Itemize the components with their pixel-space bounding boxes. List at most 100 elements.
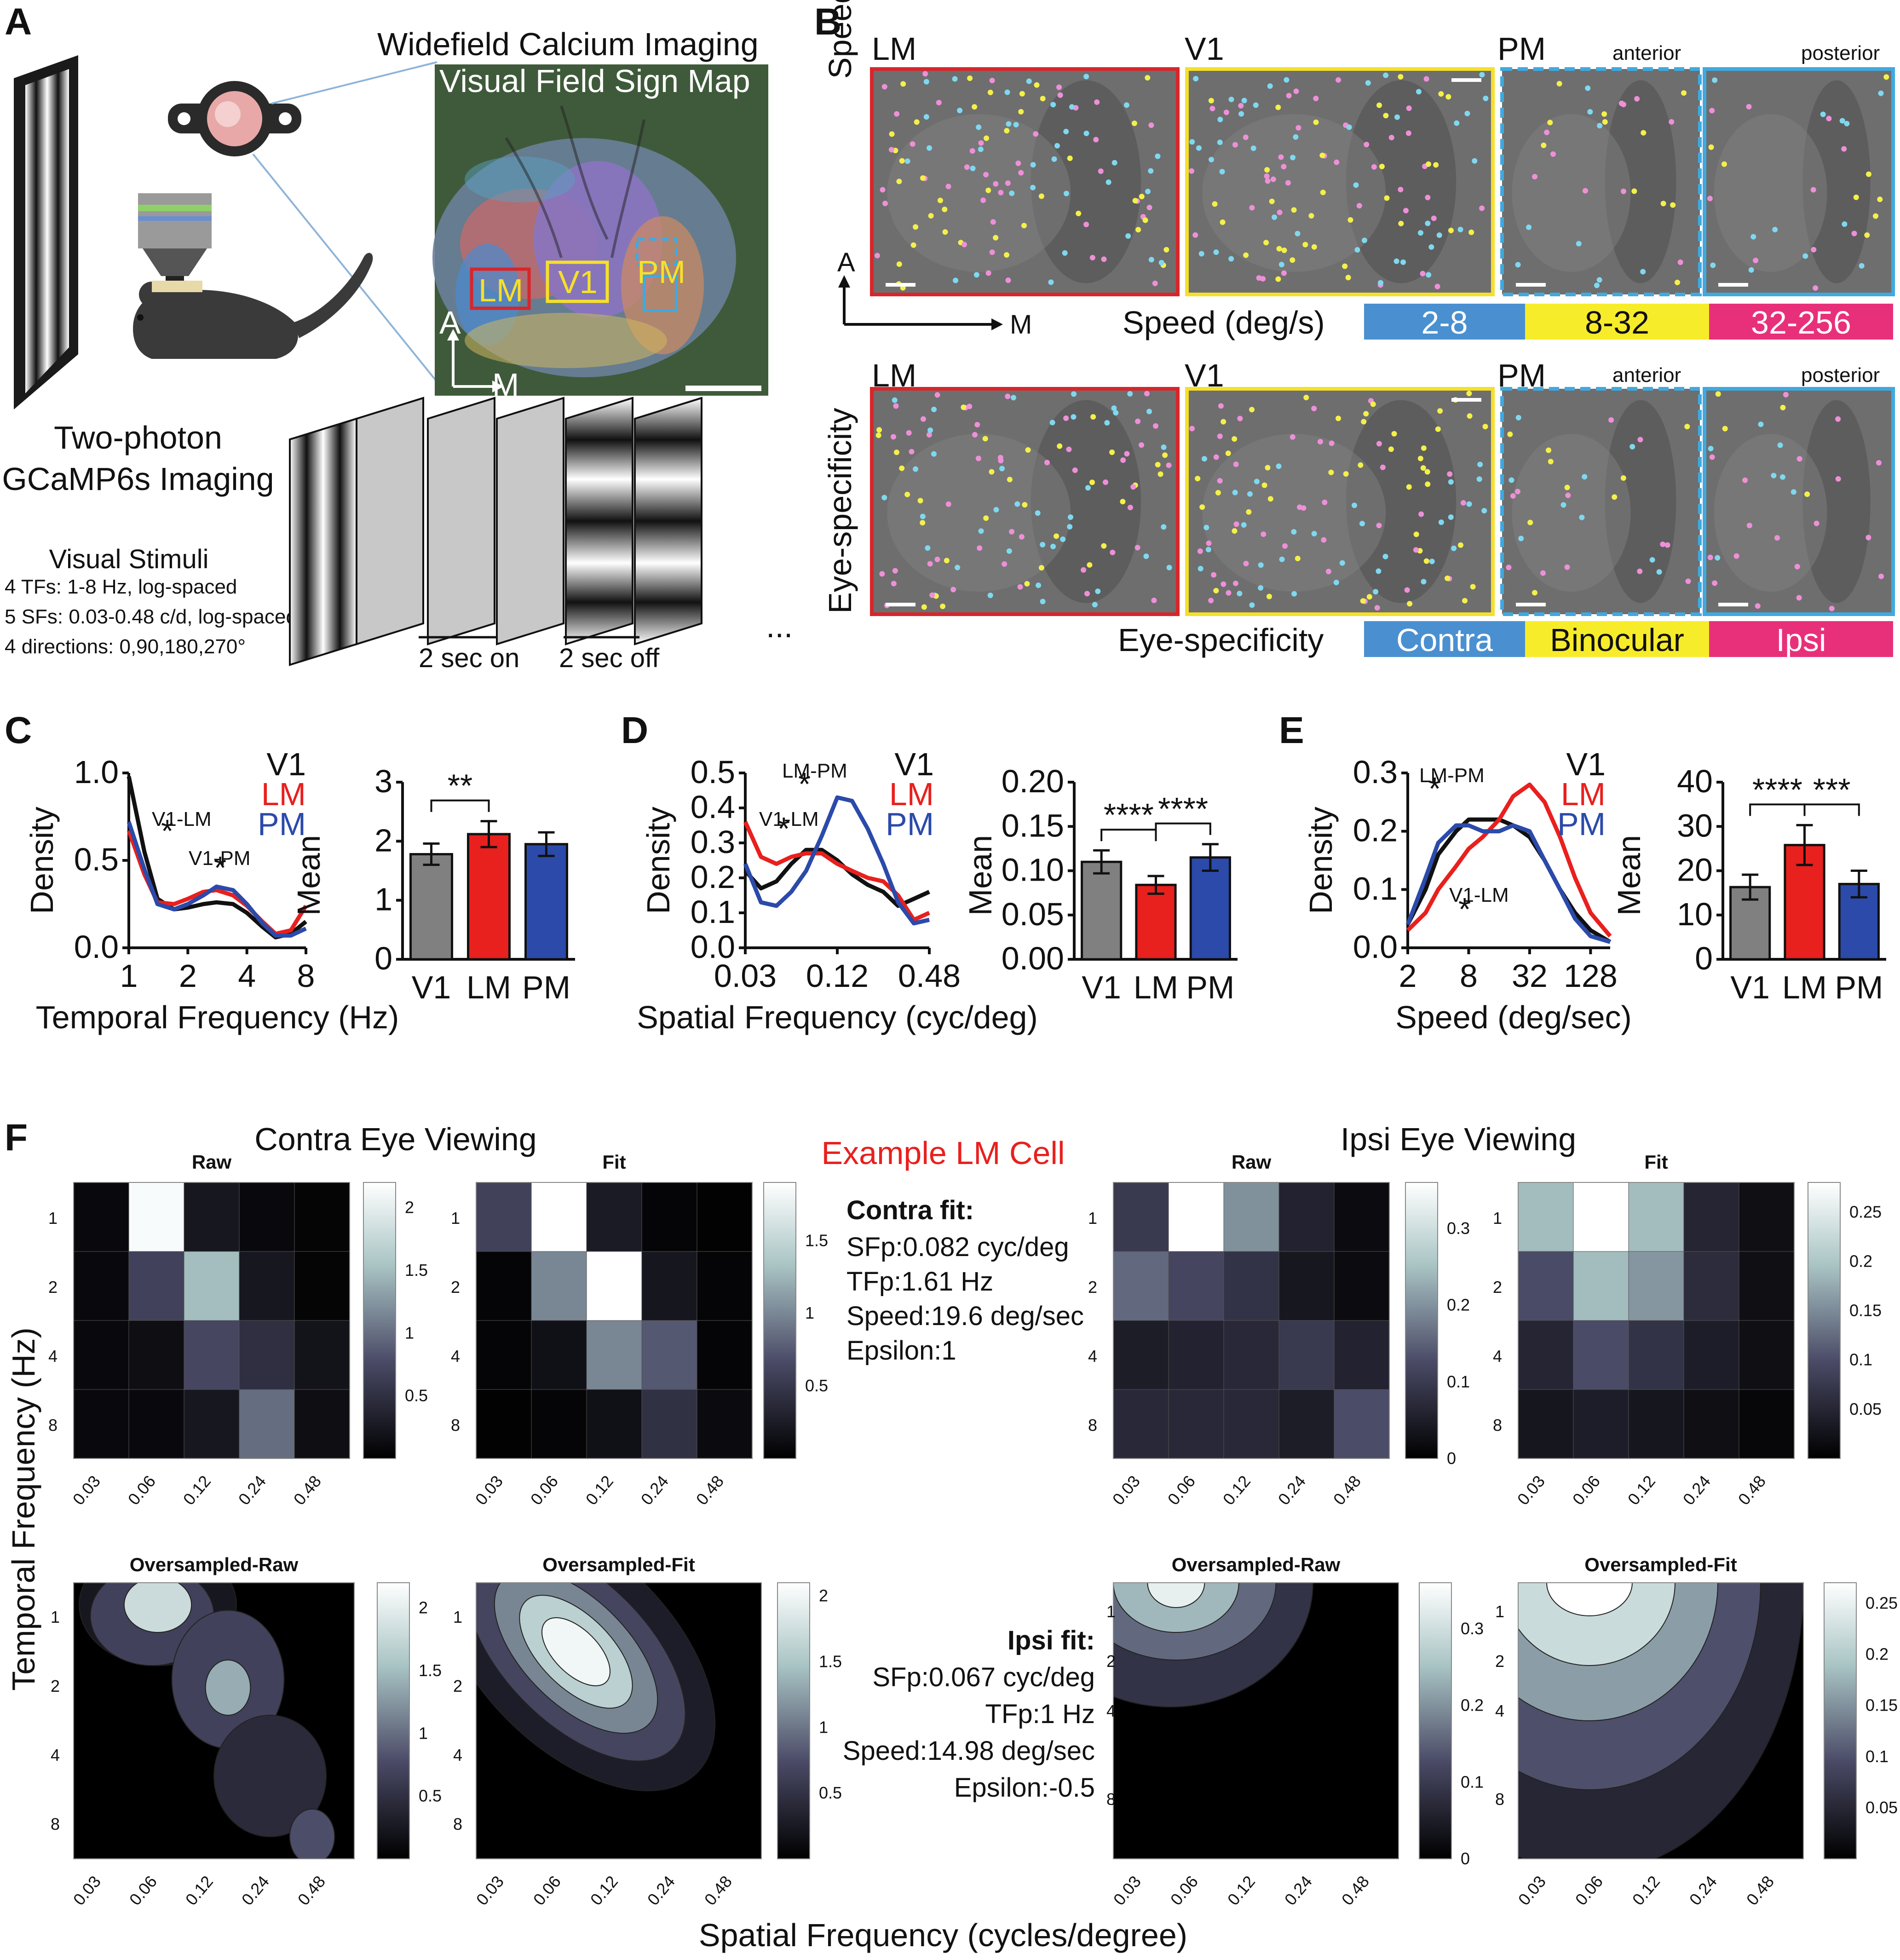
x-axis-label: Spatial Frequency (cyc/deg) (637, 999, 1038, 1035)
y-tick-label: 0.10 (1002, 852, 1064, 888)
b-top-posterior: posterior (1801, 42, 1880, 64)
heatmap-cell (1168, 1320, 1224, 1390)
panel-label-c: C (5, 709, 32, 751)
colorbar-tick: 1.5 (819, 1652, 842, 1671)
heatmap-cell (1113, 1320, 1169, 1390)
colorbar-tick: 1 (419, 1724, 428, 1742)
colorbar (377, 1582, 410, 1859)
bar-chart-C-mean: 0 1 2 3 V1 LM PM Mean ** (291, 763, 575, 1005)
heatmap-cell (1739, 1389, 1795, 1459)
heatmap-cell (697, 1320, 753, 1390)
heatmap-title: Raw (192, 1151, 232, 1173)
two-photon-line2: GCaMP6s Imaging (2, 461, 274, 497)
category-label-LM: LM (466, 969, 511, 1005)
roi-label-pm: PM (637, 254, 685, 290)
y-tick-label: 4 (451, 1347, 460, 1366)
series-line-V1 (1405, 817, 1612, 944)
stimulus-monitor-icon (14, 55, 78, 409)
x-tick-label: 0.12 (806, 958, 869, 994)
y-tick-label: 1 (51, 1608, 60, 1626)
b-top-area-lm: LM (872, 31, 916, 67)
colorbar (1419, 1582, 1452, 1859)
y-tick-label: 0.5 (74, 842, 119, 877)
heatmap-cell (1223, 1182, 1279, 1252)
category-label-V1: V1 (1730, 969, 1770, 1005)
roi-box-v1 (546, 260, 609, 303)
microscope-objective-icon (138, 193, 212, 285)
heatmap-cell (1683, 1182, 1739, 1252)
f-ylabel: Temporal Frequency (Hz) (6, 1327, 41, 1691)
legend-PM: PM (1557, 806, 1606, 842)
density-chart-E-density: 0.0 0.1 0.2 0.3 2 8 32 128 Speed (deg/sec) Densit… (1303, 746, 1632, 1035)
x-tick-label: 4 (238, 958, 256, 994)
x-tick-label: 2 (179, 958, 197, 994)
heatmap-cell (294, 1251, 350, 1321)
heatmap-cell (184, 1320, 240, 1390)
heatmap-cell (1334, 1320, 1390, 1390)
ellipsis: ... (766, 608, 793, 644)
x-tick-label: 0.48 (701, 1872, 736, 1909)
significance-****: **** (1158, 791, 1208, 827)
speed-legend-swatch-3 (1709, 304, 1893, 340)
colorbar-tick: 0 (1447, 1449, 1456, 1468)
annotation-star: * (1458, 891, 1471, 927)
eye-legend-label-2: Binocular (1550, 622, 1684, 658)
heatmap-cell (294, 1182, 350, 1252)
series-line-PM (1405, 823, 1611, 944)
y-tick-label: 0 (374, 940, 392, 976)
y-tick-label: 0.2 (1353, 813, 1398, 848)
b-top-anterior: anterior (1612, 42, 1681, 64)
contour-plot-4: Oversampled-Fit 1 2 4 8 0.03 0.06 0.12 0.24 0.48 0… (1495, 1554, 1898, 1909)
x-tick-label: 0.12 (1224, 1872, 1259, 1909)
panel-label-e: E (1279, 709, 1304, 751)
x-tick-label: 0.24 (1679, 1472, 1714, 1509)
x-tick-label: 8 (297, 958, 315, 994)
two-photon-line1: Two-photon (54, 420, 222, 455)
speed-legend-swatch-2 (1525, 304, 1709, 340)
colorbar-tick: 0.05 (1849, 1400, 1882, 1418)
map-title: Visual Field Sign Map (439, 63, 750, 99)
heatmap-title: Fit (1644, 1151, 1668, 1173)
contour-title: Oversampled-Raw (1172, 1554, 1341, 1575)
ipsi-fit-line-1: SFp:0.067 cyc/deg (872, 1662, 1095, 1692)
x-tick-label: 0.24 (235, 1472, 270, 1509)
annotation-LM-PM: LM-PM (1419, 764, 1485, 787)
colorbar-tick: 1.5 (419, 1661, 442, 1680)
y-tick-label: 8 (1493, 1416, 1502, 1435)
x-tick-label: 0.48 (290, 1472, 325, 1509)
significance-****: **** (1104, 797, 1154, 833)
colorbar-tick: 0.2 (1447, 1296, 1470, 1314)
bar-PM (1189, 856, 1231, 961)
x-tick-label: 2 (1399, 958, 1417, 994)
legend-LM: LM (889, 776, 934, 812)
y-tick-label: 1 (1106, 1602, 1116, 1621)
x-tick-label: 0.24 (1686, 1872, 1721, 1909)
heatmap-cell (294, 1320, 350, 1390)
speed-legend-label-3: 32-256 (1751, 305, 1851, 340)
y-tick-label: 1 (1493, 1209, 1502, 1228)
colorbar-tick: 0.3 (1461, 1619, 1484, 1638)
heatmap-cell (128, 1320, 184, 1390)
x-tick-label: 0.06 (126, 1872, 161, 1909)
heatmap-title: Raw (1232, 1151, 1272, 1173)
x-tick-label: 0.06 (1572, 1872, 1606, 1909)
colorbar-tick: 0.2 (1849, 1251, 1872, 1270)
y-axis-label: Mean (291, 835, 327, 916)
x-tick-label: 0.12 (582, 1472, 617, 1509)
colorbar (1808, 1182, 1841, 1459)
speed-legend-label-1: 2-8 (1421, 305, 1468, 340)
colorbar (1824, 1582, 1857, 1859)
field-speed-pm-posterior (1703, 67, 1895, 296)
y-tick-label: 2 (51, 1677, 60, 1695)
x-tick-label: 0.48 (294, 1872, 329, 1909)
roi-box-lm (470, 267, 531, 310)
bar-PM (524, 843, 568, 961)
colorbar-tick: 0.25 (1849, 1202, 1882, 1221)
eye-legend-swatch-3 (1709, 621, 1893, 657)
b-axis-m: M (1010, 310, 1032, 340)
contour-level (289, 1809, 335, 1859)
speed-legend-swatch-1 (1364, 304, 1525, 340)
x-tick-label: 8 (1460, 958, 1478, 994)
legend-LM: LM (261, 776, 306, 812)
heatmap-cell (1518, 1182, 1574, 1252)
